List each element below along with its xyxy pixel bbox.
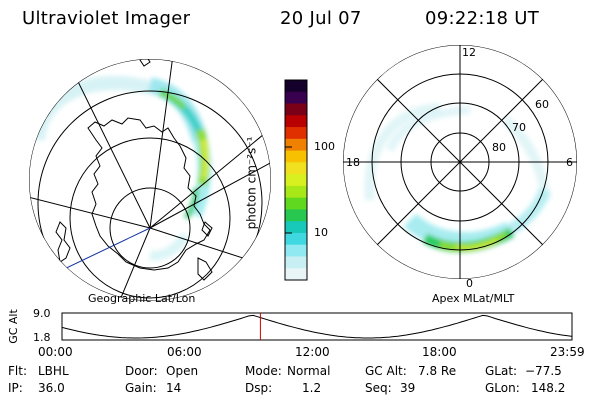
mode-value: Normal [287, 364, 331, 378]
gain-key: Gain: [125, 381, 157, 395]
glat-value: −77.5 [525, 364, 562, 378]
date-label: 20 Jul 07 [280, 8, 362, 29]
colorbar-band [285, 174, 307, 187]
colorbar-unit-label: photon cm⁻²s⁻¹ [244, 136, 259, 230]
magnetic-polar-plot [343, 45, 577, 279]
colorbar-band [285, 91, 307, 105]
dsp-value: 1.2 [302, 381, 322, 395]
mlat-label-80: 80 [492, 141, 506, 154]
geo-latitude-circles [29, 59, 271, 301]
mlat-label-70: 70 [512, 121, 526, 134]
colorbar-band [285, 103, 307, 116]
colorbar-tick-10: 10 [314, 226, 328, 239]
geo-peninsula [55, 221, 71, 263]
mlat-label-60: 60 [535, 98, 549, 111]
glon-value: 148.2 [531, 381, 566, 395]
glon-key: GLon: [485, 381, 520, 395]
colorbar-band [285, 232, 307, 246]
filter-value: LBHL [38, 364, 69, 378]
mlt-label-6: 6 [566, 156, 573, 169]
ip-value: 36.0 [38, 381, 65, 395]
dsp-key: Dsp: [245, 381, 273, 395]
time-tick-2359: 23:59 [550, 345, 585, 359]
geographic-map [29, 59, 271, 301]
colorbar-band [285, 197, 307, 211]
mlt-label-18: 18 [346, 156, 360, 169]
gain-value: 14 [166, 381, 182, 395]
colorbar-tick-100: 100 [314, 140, 335, 153]
colorbar-band [285, 185, 307, 199]
instrument-title: Ultraviolet Imager [22, 8, 191, 29]
colorbar-band [285, 256, 307, 269]
time-tick-1200: 12:00 [295, 345, 330, 359]
altitude-y-top: 9.0 [33, 307, 51, 320]
door-value: Open [166, 364, 199, 378]
colorbar-band [285, 162, 307, 175]
geo-map-caption: Geographic Lat/Lon [88, 292, 196, 305]
altitude-axis-label: GC Alt [6, 309, 20, 344]
mlt-label-0: 0 [466, 277, 473, 290]
gc-alt-key: GC Alt: [365, 364, 407, 378]
altitude-strip-plot [61, 312, 573, 341]
gc-alt-value: 7.8 Re [418, 364, 457, 378]
mode-key: Mode: [245, 364, 282, 378]
geo-island [197, 257, 213, 281]
colorbar-band [285, 244, 307, 258]
colorbar-band [285, 150, 307, 163]
color-scale-bar [285, 80, 307, 281]
colorbar-band [285, 127, 307, 140]
colorbar-band [285, 115, 307, 128]
colorbar-band [285, 138, 307, 152]
door-key: Door: [125, 364, 158, 378]
filter-key: Flt: [8, 364, 27, 378]
altitude-y-bottom: 1.8 [33, 331, 51, 344]
seq-value: 39 [400, 381, 416, 395]
time-tick-0000: 00:00 [38, 345, 73, 359]
glat-key: GLat: [485, 364, 518, 378]
time-label: 09:22:18 UT [425, 8, 540, 29]
mag-mlt-spokes [343, 45, 577, 279]
mag-map-caption: Apex MLat/MLT [432, 292, 515, 305]
colorbar-band [285, 209, 307, 222]
mlt-label-12: 12 [462, 46, 476, 59]
time-tick-1800: 18:00 [422, 345, 457, 359]
seq-key: Seq: [365, 381, 392, 395]
time-tick-0600: 06:00 [167, 345, 202, 359]
colorbar-band [285, 268, 307, 281]
ip-key: IP: [8, 381, 23, 395]
colorbar-band [285, 80, 307, 93]
altitude-curve [61, 314, 573, 339]
colorbar-band [285, 221, 307, 234]
